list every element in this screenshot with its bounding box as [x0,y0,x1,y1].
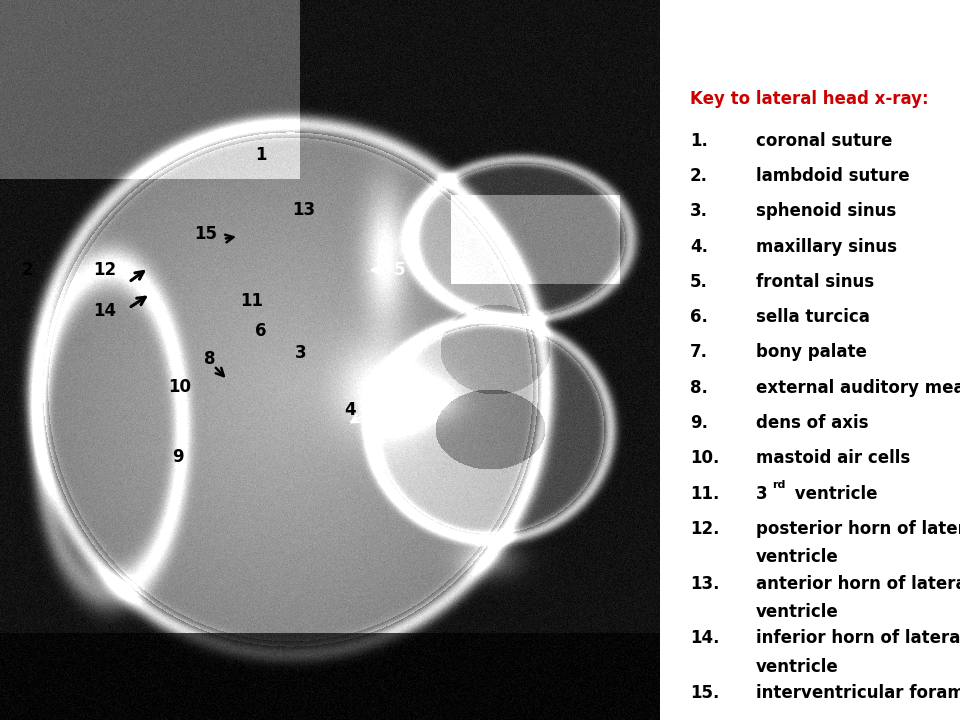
Text: 6: 6 [255,323,267,340]
Text: inferior horn of lateral: inferior horn of lateral [756,629,960,647]
Text: 8: 8 [204,349,216,367]
Text: 3: 3 [295,344,306,361]
Text: 2.: 2. [690,167,708,185]
Text: ventricle: ventricle [789,485,877,503]
Text: 14.: 14. [690,629,719,647]
Text: 5: 5 [394,261,405,279]
Text: 13: 13 [292,201,315,219]
Text: 9: 9 [173,448,184,467]
Text: 10: 10 [168,379,191,396]
Text: 3: 3 [756,485,768,503]
Text: sella turcica: sella turcica [756,308,870,326]
Text: 4.: 4. [690,238,708,256]
Text: rd: rd [773,480,786,490]
Text: 2: 2 [22,261,34,279]
Text: ventricle: ventricle [756,657,839,675]
Text: 14: 14 [93,302,116,320]
Text: 15: 15 [195,225,217,243]
Text: 7.: 7. [690,343,708,361]
Text: 11.: 11. [690,485,719,503]
Text: frontal sinus: frontal sinus [756,273,875,291]
Text: 1: 1 [255,145,267,163]
Text: 12: 12 [93,261,116,279]
Text: 3.: 3. [690,202,708,220]
Text: 6.: 6. [690,308,708,326]
Text: 13.: 13. [690,575,719,593]
Text: coronal suture: coronal suture [756,132,893,150]
Text: 12.: 12. [690,520,719,538]
Text: 11: 11 [241,292,264,310]
Text: 9.: 9. [690,414,708,432]
Text: 4: 4 [344,401,355,419]
Text: interventricular foramen: interventricular foramen [756,684,960,702]
Text: 10.: 10. [690,449,719,467]
Text: ventricle: ventricle [756,603,839,621]
Text: 1.: 1. [690,132,708,150]
Text: anterior horn of lateral: anterior horn of lateral [756,575,960,593]
Text: mastoid air cells: mastoid air cells [756,449,910,467]
Text: 15.: 15. [690,684,719,702]
Text: bony palate: bony palate [756,343,867,361]
Text: maxillary sinus: maxillary sinus [756,238,897,256]
Text: 5.: 5. [690,273,708,291]
Text: Key to lateral head x-ray:: Key to lateral head x-ray: [690,90,928,108]
Text: external auditory meatus: external auditory meatus [756,379,960,397]
Text: dens of axis: dens of axis [756,414,869,432]
Text: lambdoid suture: lambdoid suture [756,167,910,185]
Text: 8.: 8. [690,379,708,397]
Text: ventricle: ventricle [756,548,839,566]
Text: 7: 7 [420,396,431,413]
Text: sphenoid sinus: sphenoid sinus [756,202,897,220]
Text: posterior horn of lateral: posterior horn of lateral [756,520,960,538]
